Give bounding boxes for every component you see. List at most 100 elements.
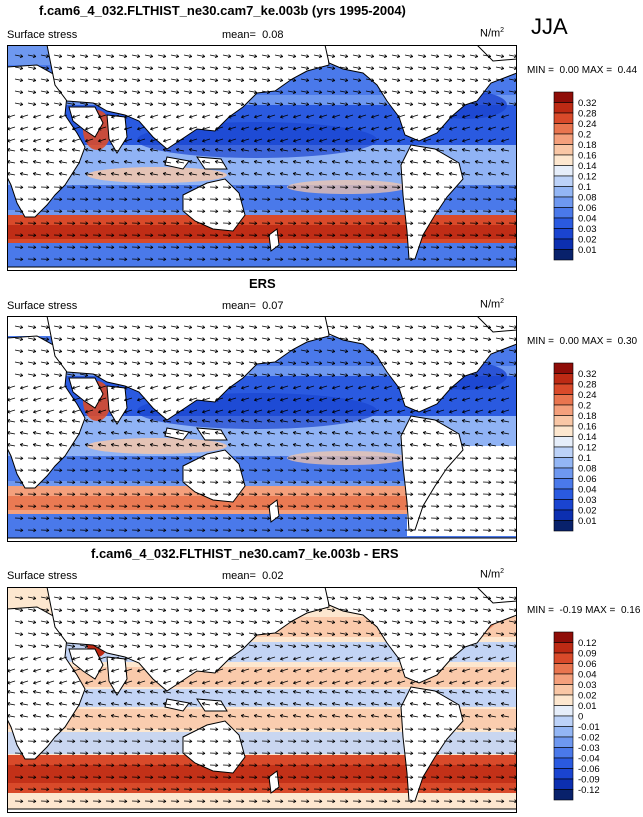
wind-vector [319,114,328,119]
wind-vector [443,596,453,600]
wind-vector [222,185,232,190]
vector-head [474,419,479,423]
vector-head [72,528,76,533]
wind-vector [319,138,328,143]
wind-vector [300,325,310,329]
wind-vector [482,197,492,202]
wind-vector [326,90,336,94]
vector-head [345,221,349,226]
vector-shaft [170,337,179,340]
wind-vector [222,468,232,473]
vector-shaft [248,54,257,57]
wind-vector [157,596,167,600]
wind-vector [209,245,219,250]
wind-vector [40,620,50,624]
vector-shaft [339,78,348,81]
vector-shaft [105,66,114,69]
wind-vector [326,480,336,485]
vector-head [357,148,362,152]
wind-vector [170,608,180,612]
vector-shaft [410,149,419,152]
wind-vector [469,492,479,497]
wind-vector [409,172,419,176]
wind-vector [482,480,492,485]
vector-shaft [384,397,393,401]
vector-shaft [352,349,361,352]
vector-shaft [176,385,185,389]
vector-shaft [378,66,387,69]
wind-vector [391,632,401,636]
vector-shaft [456,632,465,635]
wind-vector [170,516,180,521]
vector-shaft [508,608,517,611]
colorbar-tick-label: 0.02 [578,506,597,517]
vector-shaft [98,409,107,413]
vector-shaft [53,596,62,599]
wind-vector [124,114,133,119]
vector-head [423,221,427,226]
wind-vector [196,233,206,238]
vector-head [20,245,24,250]
vector-head [371,480,375,485]
vector-head [344,172,349,176]
vector-head [448,644,453,648]
wind-vector [150,138,159,143]
vector-head [111,221,115,226]
vector-head [228,233,232,238]
wind-vector [144,90,154,94]
vector-head [306,456,310,461]
vector-head [474,78,479,82]
wind-vector [149,443,159,447]
wind-vector [32,419,42,423]
vector-head [123,608,128,612]
vector-head [410,221,414,226]
wind-vector [495,620,505,624]
wind-vector [391,468,401,473]
vector-head [475,245,479,250]
wind-vector [209,620,219,624]
vector-shaft [27,596,36,599]
vector-shaft [404,66,413,69]
wind-vector [53,197,63,202]
vector-shaft [404,596,413,599]
vector-head [384,126,388,131]
wind-vector [248,632,258,636]
wind-vector [462,409,471,414]
wind-vector [248,620,258,624]
wind-vector [332,397,341,402]
wind-vector [131,325,141,329]
wind-vector [71,172,81,176]
vector-head [409,66,414,70]
wind-vector [261,373,271,377]
wind-vector [248,504,258,509]
vector-shaft [300,596,309,599]
vector-head [475,397,479,402]
vector-head [292,608,297,612]
wind-vector [157,456,167,461]
vector-shaft [215,444,224,447]
wind-vector [384,409,393,414]
wind-vector [482,245,492,250]
vector-shaft [235,102,244,105]
colorbar-swatch [553,217,574,229]
vector-head [332,492,336,497]
vector-head [240,644,245,648]
vector-shaft [235,66,244,69]
wind-vector [40,349,50,353]
vector-shaft [306,385,315,389]
vector-shaft [150,149,159,152]
vector-shaft [92,102,101,105]
vector-shaft [222,608,231,611]
wind-vector [456,102,466,106]
vector-head [423,456,427,461]
wind-vector [422,172,432,176]
vector-shaft [475,397,484,401]
wind-vector [222,90,232,94]
vector-head [241,185,245,190]
vector-head [344,102,349,106]
vector-shaft [345,420,354,423]
wind-vector [131,257,141,262]
wind-vector [53,644,63,648]
vector-head [175,90,180,94]
wind-vector [495,325,505,329]
